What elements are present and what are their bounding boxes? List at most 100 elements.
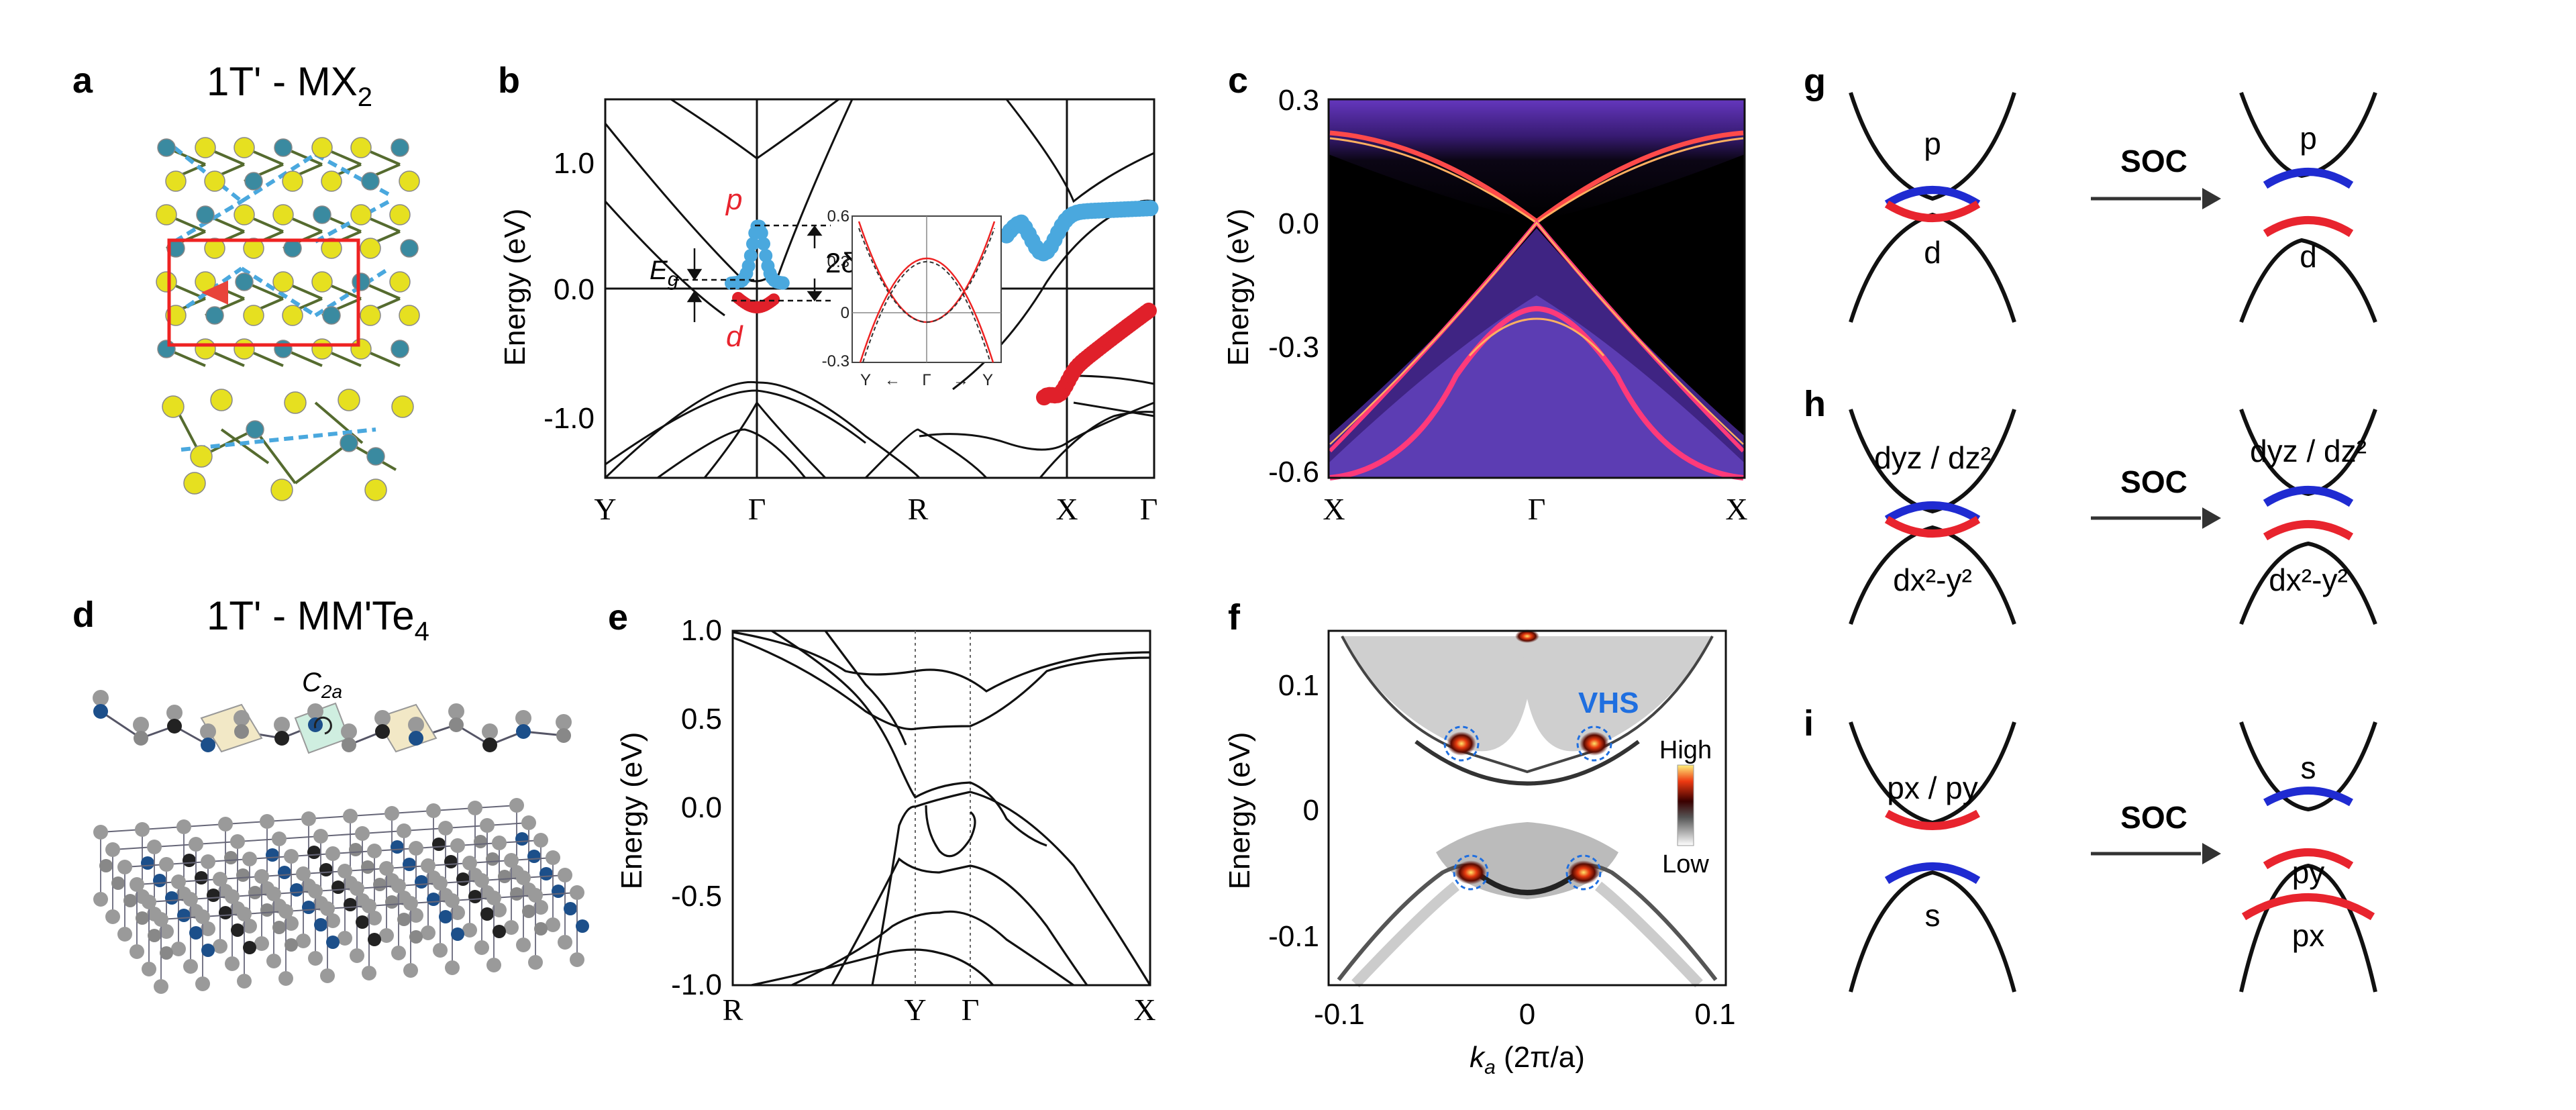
mono-atom [556, 728, 571, 743]
bulk-te-bottom [450, 905, 465, 920]
bulk-te-top [450, 838, 465, 853]
metal-atom [391, 340, 409, 358]
b-dot-p [754, 226, 768, 240]
metal-atom [205, 306, 224, 325]
bulk-te-top [105, 842, 120, 857]
bulk-metal [201, 944, 215, 957]
metal-atom [274, 340, 293, 358]
mono-atom [93, 704, 108, 719]
c-xtick-0: X [1323, 492, 1345, 526]
panel-g: g p d p d SOC [1804, 62, 2377, 323]
bulk-metal [248, 886, 262, 899]
bulk-metal [278, 866, 291, 879]
b-band-0 [670, 98, 839, 160]
bulk-te-top [213, 872, 227, 887]
bulk-te-top [189, 837, 203, 852]
bulk-te-bottom [391, 946, 406, 960]
bulk-te-top [278, 904, 293, 919]
bulk-te-bottom [242, 919, 257, 934]
e-ytick-4: -1.0 [671, 968, 722, 1001]
e-xtick-1: Y [904, 993, 926, 1027]
panel-letter-e: e [608, 597, 628, 638]
te-atom [374, 710, 391, 726]
g-right-top-label: p [2300, 121, 2317, 156]
b-band-14 [1039, 411, 1155, 478]
bulk-metal [331, 880, 345, 894]
mono-atom [167, 719, 182, 734]
bulk-metal [486, 852, 499, 866]
bulk-metal [493, 925, 506, 938]
bulk-te-bottom [516, 938, 531, 952]
chalcogen-atom [282, 305, 303, 326]
bulk-te-top [367, 844, 382, 858]
metal-atom [157, 340, 176, 358]
panel-letter-f: f [1228, 597, 1241, 638]
chalcogen-atom [321, 238, 342, 259]
panel-e-bands [732, 629, 1151, 987]
te-atom [133, 717, 149, 733]
chalcogen-atom [399, 305, 420, 326]
g-left-top-label: p [1924, 126, 1941, 161]
b-inset-ytick-2: 0 [841, 304, 849, 322]
bulk-te-top [296, 866, 311, 881]
bulk-te-bottom [362, 966, 376, 980]
mmte4-monolayer [93, 690, 572, 754]
mx2-side-view [162, 389, 414, 501]
bulk-te-top [350, 881, 364, 896]
chalcogen-atom [272, 271, 294, 293]
metal-atom [244, 172, 263, 191]
chalcogen-atom [350, 137, 372, 158]
mono-atom [274, 731, 289, 746]
h-right-bottom-label: dx²-y² [2269, 562, 2348, 597]
side-metal-atom [246, 420, 264, 439]
panel-f-xticks: -0.1 0 0.1 [1314, 998, 1736, 1031]
bulk-metal [385, 895, 399, 909]
mmte4-perspective [93, 798, 589, 994]
mono-atom [201, 738, 215, 752]
bulk-te-bottom [474, 940, 489, 955]
bulk-metal [177, 909, 191, 922]
te-atom [200, 723, 216, 740]
bulk-metal [552, 885, 565, 898]
metal-atom [400, 239, 419, 258]
b-band-5 [605, 389, 866, 466]
bulk-metal [373, 878, 387, 891]
bulk-metal [165, 891, 178, 905]
bulk-te-top [135, 822, 150, 837]
bulk-te-top [558, 868, 572, 882]
bulk-te-bottom [254, 936, 269, 951]
chalcogen-atom [311, 271, 333, 293]
f-xtick-2: 0.1 [1694, 998, 1735, 1031]
bulk-te-top [409, 841, 423, 856]
te-atom [307, 703, 323, 719]
panel-f-spectral-map [1327, 629, 1727, 988]
bulk-metal [451, 927, 464, 941]
chalcogen-atom [311, 137, 333, 158]
side-bond [220, 428, 270, 464]
e-ytick-2: 0.0 [681, 791, 722, 824]
bulk-te-top [391, 878, 406, 893]
bulk-metal [527, 850, 541, 863]
bulk-te-top [171, 874, 186, 889]
panel-d: d 1T' - MM'Te4 C2a [72, 593, 589, 994]
bulk-metal [409, 930, 423, 944]
bulk-metal [368, 933, 381, 946]
i-right-top-label: s [2301, 750, 2316, 785]
te-atom [274, 717, 290, 733]
mono-atom [409, 731, 423, 746]
b-dot-p [746, 237, 760, 251]
panel-b-annotations [674, 224, 831, 322]
bulk-metal [391, 840, 404, 854]
bulk-te-bottom [296, 934, 311, 948]
chalcogen-atom [204, 238, 225, 259]
f-xtick-1: 0 [1519, 998, 1535, 1031]
bulk-metal [123, 894, 137, 907]
mono-atom [234, 724, 249, 739]
bulk-metal [207, 889, 220, 902]
bulk-te-bottom [492, 903, 507, 917]
c-xtick-1: Γ [1528, 492, 1546, 526]
bulk-te-top [480, 818, 495, 833]
metal-atom [235, 272, 254, 291]
